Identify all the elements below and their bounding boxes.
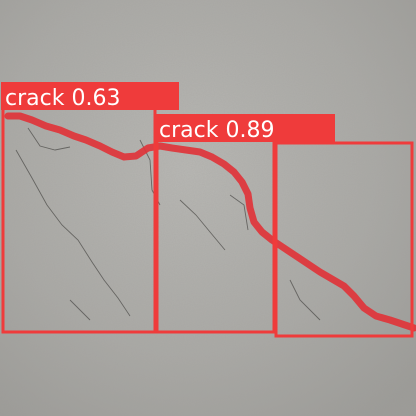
detection-label-2: crack 0.89 xyxy=(159,118,274,143)
detection-label-bg-1 xyxy=(1,82,179,110)
detection-label-1: crack 0.63 xyxy=(5,86,120,111)
detection-box-3 xyxy=(274,141,414,338)
detection-label-bg-2 xyxy=(155,114,335,142)
crack-segmentation-mask xyxy=(4,112,416,332)
